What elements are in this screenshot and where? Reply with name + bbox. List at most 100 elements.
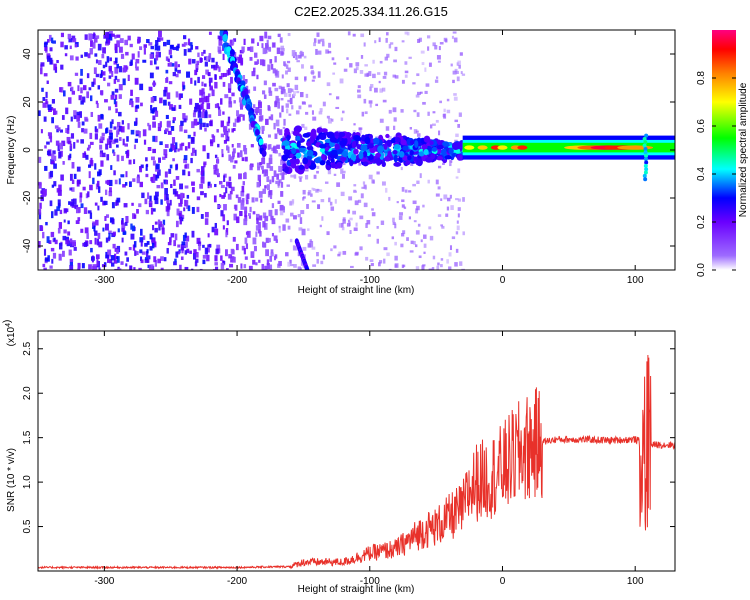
spectrogram-cell	[421, 265, 425, 270]
spectrogram-cell	[184, 115, 188, 121]
spectrogram-cell	[280, 97, 284, 101]
spectrogram-cell	[423, 243, 427, 248]
spectrogram-cell	[88, 264, 92, 270]
spectrogram-cell	[89, 240, 93, 245]
spectrogram-cell	[261, 157, 266, 165]
spectrogram-cell	[132, 213, 136, 219]
spectrogram-cell	[196, 206, 200, 213]
spectrogram-cell	[125, 215, 129, 223]
spectrogram-cell	[149, 53, 154, 59]
spectrogram-cell	[179, 125, 183, 132]
spectrogram-cell	[270, 215, 274, 221]
spectrogram-cell	[114, 179, 118, 185]
spectrogram-cell	[341, 150, 349, 158]
spectrogram-cell	[42, 263, 46, 268]
spectrogram-cell	[96, 180, 100, 187]
spectrogram-cell	[186, 71, 191, 78]
spectrogram-cell	[42, 231, 45, 239]
spectrogram-cell	[163, 99, 167, 106]
spectrogram-cell	[186, 205, 190, 209]
spectrogram-cell	[277, 33, 281, 38]
spectrogram-cell	[193, 249, 197, 254]
spectrogram-cell	[382, 99, 387, 103]
spectrogram-cell	[278, 165, 282, 173]
spectrogram-cell	[125, 171, 128, 178]
spectrogram-cell	[443, 108, 446, 113]
spectrogram-cell	[236, 110, 240, 117]
spectrogram-cell	[145, 164, 148, 171]
spectrogram-cell	[89, 95, 93, 102]
spectrogram-cell	[169, 55, 173, 59]
spectrogram-cell	[177, 244, 181, 248]
spectrogram-cell	[330, 248, 333, 252]
spectrogram-cell	[311, 187, 314, 190]
spectrogram-cell	[153, 174, 158, 181]
spectrogram-cell	[415, 208, 419, 214]
spectrogram-cell	[199, 268, 203, 270]
spectrogram-cell	[321, 41, 325, 47]
spectrogram-cell	[183, 49, 187, 56]
spectrogram-cell	[248, 265, 253, 270]
spectrogram-cell	[207, 72, 211, 77]
spectrogram-cell	[305, 111, 309, 115]
spectrogram-cell	[228, 254, 233, 259]
spectrogram-cell	[281, 74, 284, 79]
spectrogram-cell	[403, 206, 407, 210]
spectrogram-cell	[322, 254, 325, 260]
spectrogram-cell	[401, 232, 405, 237]
spectrogram-cell	[216, 244, 221, 252]
spectrogram-cell	[184, 241, 188, 248]
spectrogram-cell	[339, 140, 347, 146]
spectrogram-cell	[320, 38, 325, 42]
spectrogram-cell	[87, 53, 91, 59]
spectrogram-cell	[150, 177, 153, 182]
spectrogram-cell	[251, 71, 256, 77]
spectrogram-cell	[280, 191, 284, 197]
spectrogram-cell	[125, 51, 129, 56]
x-tick-label: -200	[227, 275, 247, 286]
spectrogram-cell	[272, 42, 275, 47]
spectrogram-cell	[296, 60, 300, 63]
spectrogram-cell	[434, 45, 438, 50]
spectrogram-cell	[96, 259, 99, 266]
spectrogram-cell	[416, 205, 420, 211]
spectrogram-cell	[316, 165, 320, 169]
y-tick-label: 40	[22, 48, 33, 60]
spectrogram-cell	[432, 42, 436, 47]
spectrogram-cell	[420, 50, 425, 54]
spectrogram-cell	[227, 146, 230, 154]
spectrogram-cell	[385, 133, 390, 139]
spectrogram-cell	[234, 160, 238, 164]
spectrogram-cell	[136, 209, 139, 214]
spectrogram-cell	[152, 82, 157, 86]
spectrogram-cell	[97, 114, 101, 122]
spectrogram-cell	[62, 160, 65, 165]
spectrogram-cell	[67, 81, 72, 87]
spectrogram-cell	[114, 94, 118, 100]
spectrogram-cell	[79, 195, 82, 203]
spectrogram-cell	[419, 173, 422, 179]
spectrogram-cell	[209, 183, 212, 188]
spectrogram-cell	[341, 110, 345, 114]
spectrogram-cell	[232, 152, 235, 157]
y-tick-label: 2.0	[22, 386, 33, 400]
spectrogram-cell	[156, 184, 161, 189]
spectrogram-cell	[254, 61, 258, 65]
spectrogram-cell	[280, 48, 285, 52]
spectrogram-cell	[199, 89, 203, 96]
spectrogram-cell	[240, 190, 245, 197]
spectrogram-cell	[283, 61, 286, 66]
spectrogram-cell	[202, 254, 206, 259]
spectrogram-cell	[154, 227, 158, 233]
spectrogram-cell	[643, 140, 648, 145]
spectrogram-cell	[48, 108, 52, 113]
spectrogram-cell	[169, 44, 174, 50]
spectrogram-cell	[285, 64, 289, 69]
spectrogram-cell	[279, 204, 284, 211]
spectrogram-cell	[298, 227, 303, 231]
spectrogram-cell	[274, 69, 278, 76]
spectrogram-cell	[139, 83, 144, 91]
spectrogram-cell	[91, 255, 94, 263]
spectrogram-cell	[179, 143, 183, 151]
spectrogram-cell	[118, 268, 122, 270]
